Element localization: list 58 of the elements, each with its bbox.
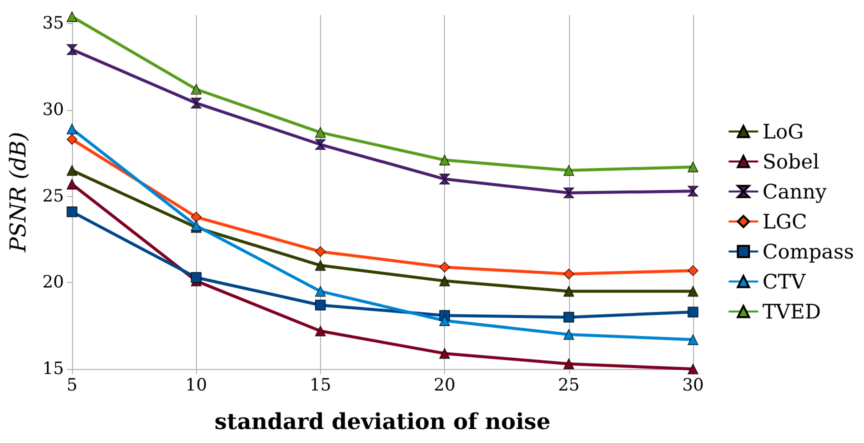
x-tick-label: 10 (185, 376, 208, 396)
point (564, 268, 574, 280)
x-tick-label: 30 (682, 376, 704, 396)
point (688, 286, 698, 297)
point (315, 286, 326, 297)
point (439, 154, 450, 166)
y-tick-label: 35 (42, 14, 64, 34)
point (66, 178, 78, 190)
point (688, 265, 698, 276)
point (688, 306, 698, 318)
y-tick-label: 20 (42, 272, 64, 293)
point (66, 165, 78, 176)
point (439, 262, 450, 272)
y-tick-label: 30 (42, 100, 64, 120)
point (190, 98, 202, 108)
legend-label: TVED (762, 300, 821, 324)
point (315, 260, 326, 271)
x-axis-title: standard deviation of noise (214, 409, 550, 435)
point (688, 334, 698, 345)
y-axis-title: PSNR (dB) (6, 132, 32, 254)
legend-label: Compass (762, 240, 854, 264)
point (564, 358, 574, 370)
point (66, 206, 78, 218)
point (439, 174, 450, 184)
point (190, 212, 202, 222)
point (688, 162, 698, 172)
point (66, 134, 78, 145)
legend-label: CTV (762, 270, 806, 294)
point (688, 186, 698, 196)
point (439, 315, 450, 326)
point (439, 276, 450, 286)
point (564, 188, 574, 198)
legend-label: Sobel (762, 150, 820, 174)
x-tick-label: 5 (66, 376, 78, 396)
legend-label: LGC (762, 210, 807, 234)
point (315, 300, 326, 310)
point (564, 165, 574, 176)
legend-label: LoG (762, 120, 804, 144)
point (315, 139, 326, 150)
point (564, 312, 574, 322)
y-tick-label: 15 (42, 359, 64, 379)
point (315, 326, 326, 336)
legend-label: Canny (762, 180, 828, 204)
x-tick-label: 15 (310, 376, 332, 396)
point (439, 348, 450, 359)
x-tick-label: 25 (558, 376, 580, 396)
y-tick-label: 25 (42, 186, 64, 206)
point (564, 286, 574, 297)
point (688, 364, 698, 374)
x-tick-label: 20 (434, 376, 456, 396)
point (190, 84, 202, 95)
point (315, 127, 326, 138)
point (564, 329, 574, 340)
point (66, 124, 78, 134)
point (66, 11, 78, 22)
point (190, 272, 202, 283)
point (66, 44, 78, 55)
point (315, 246, 326, 257)
